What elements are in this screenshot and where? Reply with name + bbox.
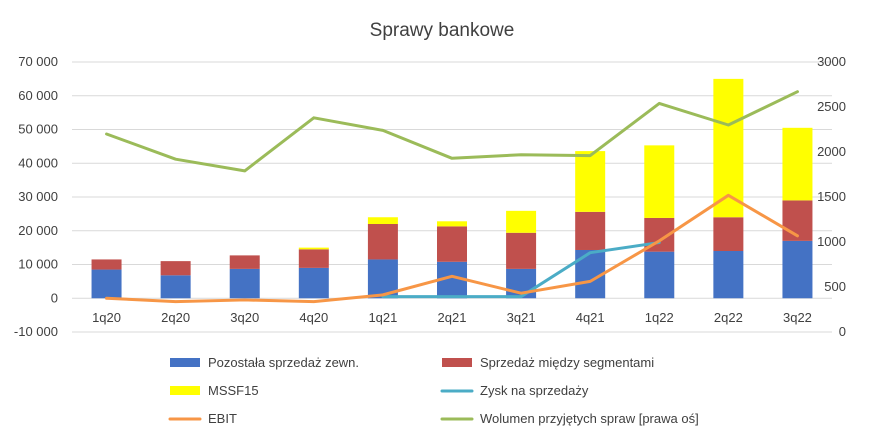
bar-segment-series-0 [713, 251, 744, 299]
chart-title: Sprawy bankowe [370, 20, 515, 41]
bar-segment-series-2 [575, 151, 606, 212]
x-tick-label: 2q21 [438, 310, 467, 325]
bar-segment-series-1 [229, 255, 260, 269]
y-left-tick-label: 20 000 [18, 223, 58, 238]
y-right-tick-label: 2000 [817, 144, 846, 159]
legend-label: EBIT [208, 411, 237, 426]
legend-label: Wolumen przyjętych spraw [prawa oś] [480, 411, 699, 426]
y-right-tick-label: 0 [839, 324, 846, 339]
legend: Pozostała sprzedaż zewn. Sprzedaż między … [168, 355, 699, 426]
x-tick-label: 2q22 [714, 310, 743, 325]
bar-segment-series-1 [437, 226, 467, 262]
y-left-tick-label: 60 000 [18, 88, 58, 103]
bar-segment-series-1 [713, 217, 744, 251]
bar-segment-series-1 [91, 259, 122, 270]
legend-label: Zysk na sprzedaży [480, 383, 589, 398]
y-right-tick-label: 500 [824, 279, 846, 294]
x-tick-label: 3q20 [230, 310, 259, 325]
y-left-tick-label: 50 000 [18, 122, 58, 137]
bar-segment-series-1 [160, 261, 191, 276]
bar-segment-series-0 [91, 269, 122, 299]
bar-segment-series-2 [298, 247, 329, 250]
axes: -10 000 0 10 000 20 000 30 000 40 000 50 000 60… [14, 54, 846, 339]
bar-segment-series-1 [575, 211, 606, 250]
y-right-tick-label: 1000 [817, 234, 846, 249]
bar-segment-series-2 [437, 221, 467, 227]
bar-segment-series-2 [367, 217, 398, 224]
line-series-1 [105, 193, 799, 304]
line-series-0 [381, 241, 661, 299]
y-right-tick-label: 1500 [817, 189, 846, 204]
y-right-tick-label: 3000 [817, 54, 846, 69]
x-tick-label: 2q20 [161, 310, 190, 325]
x-tick-label: 3q21 [507, 310, 536, 325]
legend-swatch [442, 358, 472, 367]
y-left-tick-label: 10 000 [18, 257, 58, 272]
lines [105, 90, 799, 304]
y-left-tick-label: 70 000 [18, 54, 58, 69]
bar-segment-series-0 [644, 251, 675, 299]
y-left-tick-label: 30 000 [18, 189, 58, 204]
legend-swatch [170, 386, 200, 395]
bar-segment-series-2 [506, 210, 537, 233]
bar-segment-series-0 [782, 240, 813, 299]
bar-segment-series-1 [506, 232, 537, 269]
bars [91, 78, 813, 299]
legend-label: Sprzedaż między segmentami [480, 355, 654, 370]
bar-segment-series-1 [367, 224, 398, 260]
y-left-tick-label: 40 000 [18, 155, 58, 170]
y-left-tick-label: 0 [51, 290, 58, 305]
legend-label: MSSF15 [208, 383, 259, 398]
bar-segment-series-0 [229, 268, 260, 299]
x-tick-label: 3q22 [783, 310, 812, 325]
y-right-tick-label: 2500 [817, 99, 846, 114]
line-series-2 [105, 90, 799, 173]
bar-segment-series-0 [298, 267, 329, 299]
bar-segment-series-1 [298, 249, 329, 268]
bar-segment-series-2 [644, 145, 675, 218]
x-tick-label: 1q21 [368, 310, 397, 325]
legend-swatch [170, 358, 200, 367]
x-tick-label: 1q20 [92, 310, 121, 325]
legend-label: Pozostała sprzedaż zewn. [208, 355, 359, 370]
bar-segment-series-2 [782, 127, 813, 201]
bar-segment-series-0 [160, 275, 191, 299]
y-left-tick-label: -10 000 [14, 324, 58, 339]
x-tick-label: 4q21 [576, 310, 605, 325]
x-tick-label: 1q22 [645, 310, 674, 325]
x-tick-label: 4q20 [299, 310, 328, 325]
